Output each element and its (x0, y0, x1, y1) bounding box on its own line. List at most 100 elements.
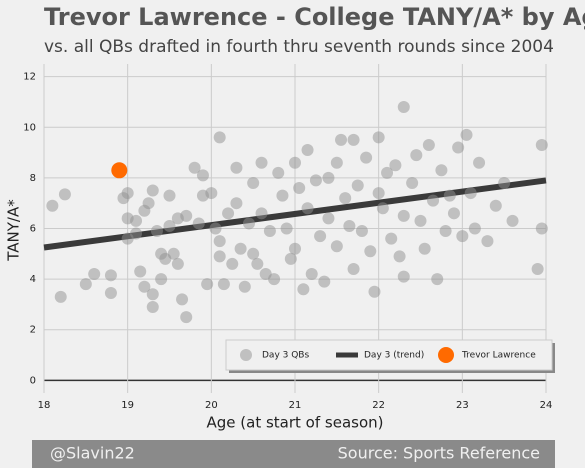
point (506, 214, 519, 227)
point (314, 230, 327, 243)
point (406, 176, 419, 189)
point (88, 268, 101, 281)
point (242, 217, 255, 230)
point (146, 288, 159, 301)
point (196, 169, 209, 182)
point (130, 214, 143, 227)
point (251, 257, 264, 270)
point (163, 219, 176, 232)
point (431, 273, 444, 286)
footer-right: Source: Sports Reference (338, 444, 540, 463)
point (155, 273, 168, 286)
x-tick-label: 24 (540, 400, 553, 411)
x-tick-label: 19 (121, 400, 134, 411)
point (222, 207, 235, 220)
point (397, 101, 410, 114)
point (385, 232, 398, 245)
point (422, 138, 435, 151)
point (284, 252, 297, 265)
point (289, 156, 301, 169)
x-tick-label: 23 (456, 400, 469, 411)
point (213, 235, 226, 248)
chart-title: Trevor Lawrence - College TANY/A* by Age (44, 3, 585, 31)
point (167, 247, 180, 260)
legend-label: Trevor Lawrence (461, 351, 536, 361)
point (263, 225, 276, 238)
point (301, 144, 314, 157)
point (163, 189, 176, 202)
point (318, 275, 331, 288)
x-tick-label: 18 (38, 400, 51, 411)
point (372, 187, 385, 200)
point (230, 161, 243, 174)
point (414, 214, 427, 227)
point (410, 149, 423, 162)
point (46, 199, 59, 212)
point (335, 133, 348, 146)
point (418, 242, 431, 255)
point (130, 227, 143, 240)
point (268, 273, 281, 286)
point (452, 141, 465, 154)
y-tick-label: 0 (30, 375, 36, 386)
point (343, 219, 356, 232)
point (330, 240, 343, 253)
point (54, 290, 67, 303)
point (427, 194, 440, 207)
point (272, 166, 285, 179)
point (339, 192, 352, 205)
legend-marker (438, 347, 454, 363)
point (121, 187, 134, 200)
point (201, 278, 214, 291)
point (351, 179, 364, 192)
point (535, 138, 548, 151)
y-tick-label: 4 (30, 274, 36, 285)
point (322, 212, 335, 225)
point (58, 188, 71, 201)
y-tick-label: 6 (30, 224, 36, 235)
point (439, 225, 452, 238)
point (376, 202, 389, 215)
point (443, 189, 456, 202)
point (146, 300, 159, 313)
point (213, 131, 226, 144)
point (176, 293, 189, 306)
point (305, 268, 318, 281)
point (447, 207, 460, 220)
x-tick-label: 22 (372, 400, 385, 411)
legend-label: Day 3 (trend) (364, 351, 424, 361)
point (498, 176, 511, 189)
point (468, 222, 481, 235)
point (347, 133, 360, 146)
y-tick-label: 2 (30, 325, 36, 336)
point (489, 199, 502, 212)
point (138, 280, 151, 293)
point (293, 182, 306, 195)
point (460, 128, 473, 141)
point (309, 174, 322, 187)
point (473, 156, 486, 169)
point (456, 230, 469, 243)
point (535, 222, 548, 235)
point (322, 171, 335, 184)
point (104, 287, 117, 300)
point (301, 202, 314, 215)
point (397, 270, 410, 283)
point (111, 162, 128, 179)
y-tick-label: 12 (23, 72, 36, 83)
point (171, 257, 184, 270)
point (330, 156, 343, 169)
point (389, 159, 402, 172)
chart-subtitle: vs. all QBs drafted in fourth thru seven… (44, 37, 554, 57)
y-tick-label: 8 (30, 173, 36, 184)
point (481, 235, 494, 248)
point (280, 222, 293, 235)
footer-bar (32, 440, 555, 468)
point (435, 164, 448, 177)
point (247, 247, 260, 260)
point (192, 217, 205, 230)
footer-left: @Slavin22 (50, 444, 135, 463)
point (372, 131, 385, 144)
